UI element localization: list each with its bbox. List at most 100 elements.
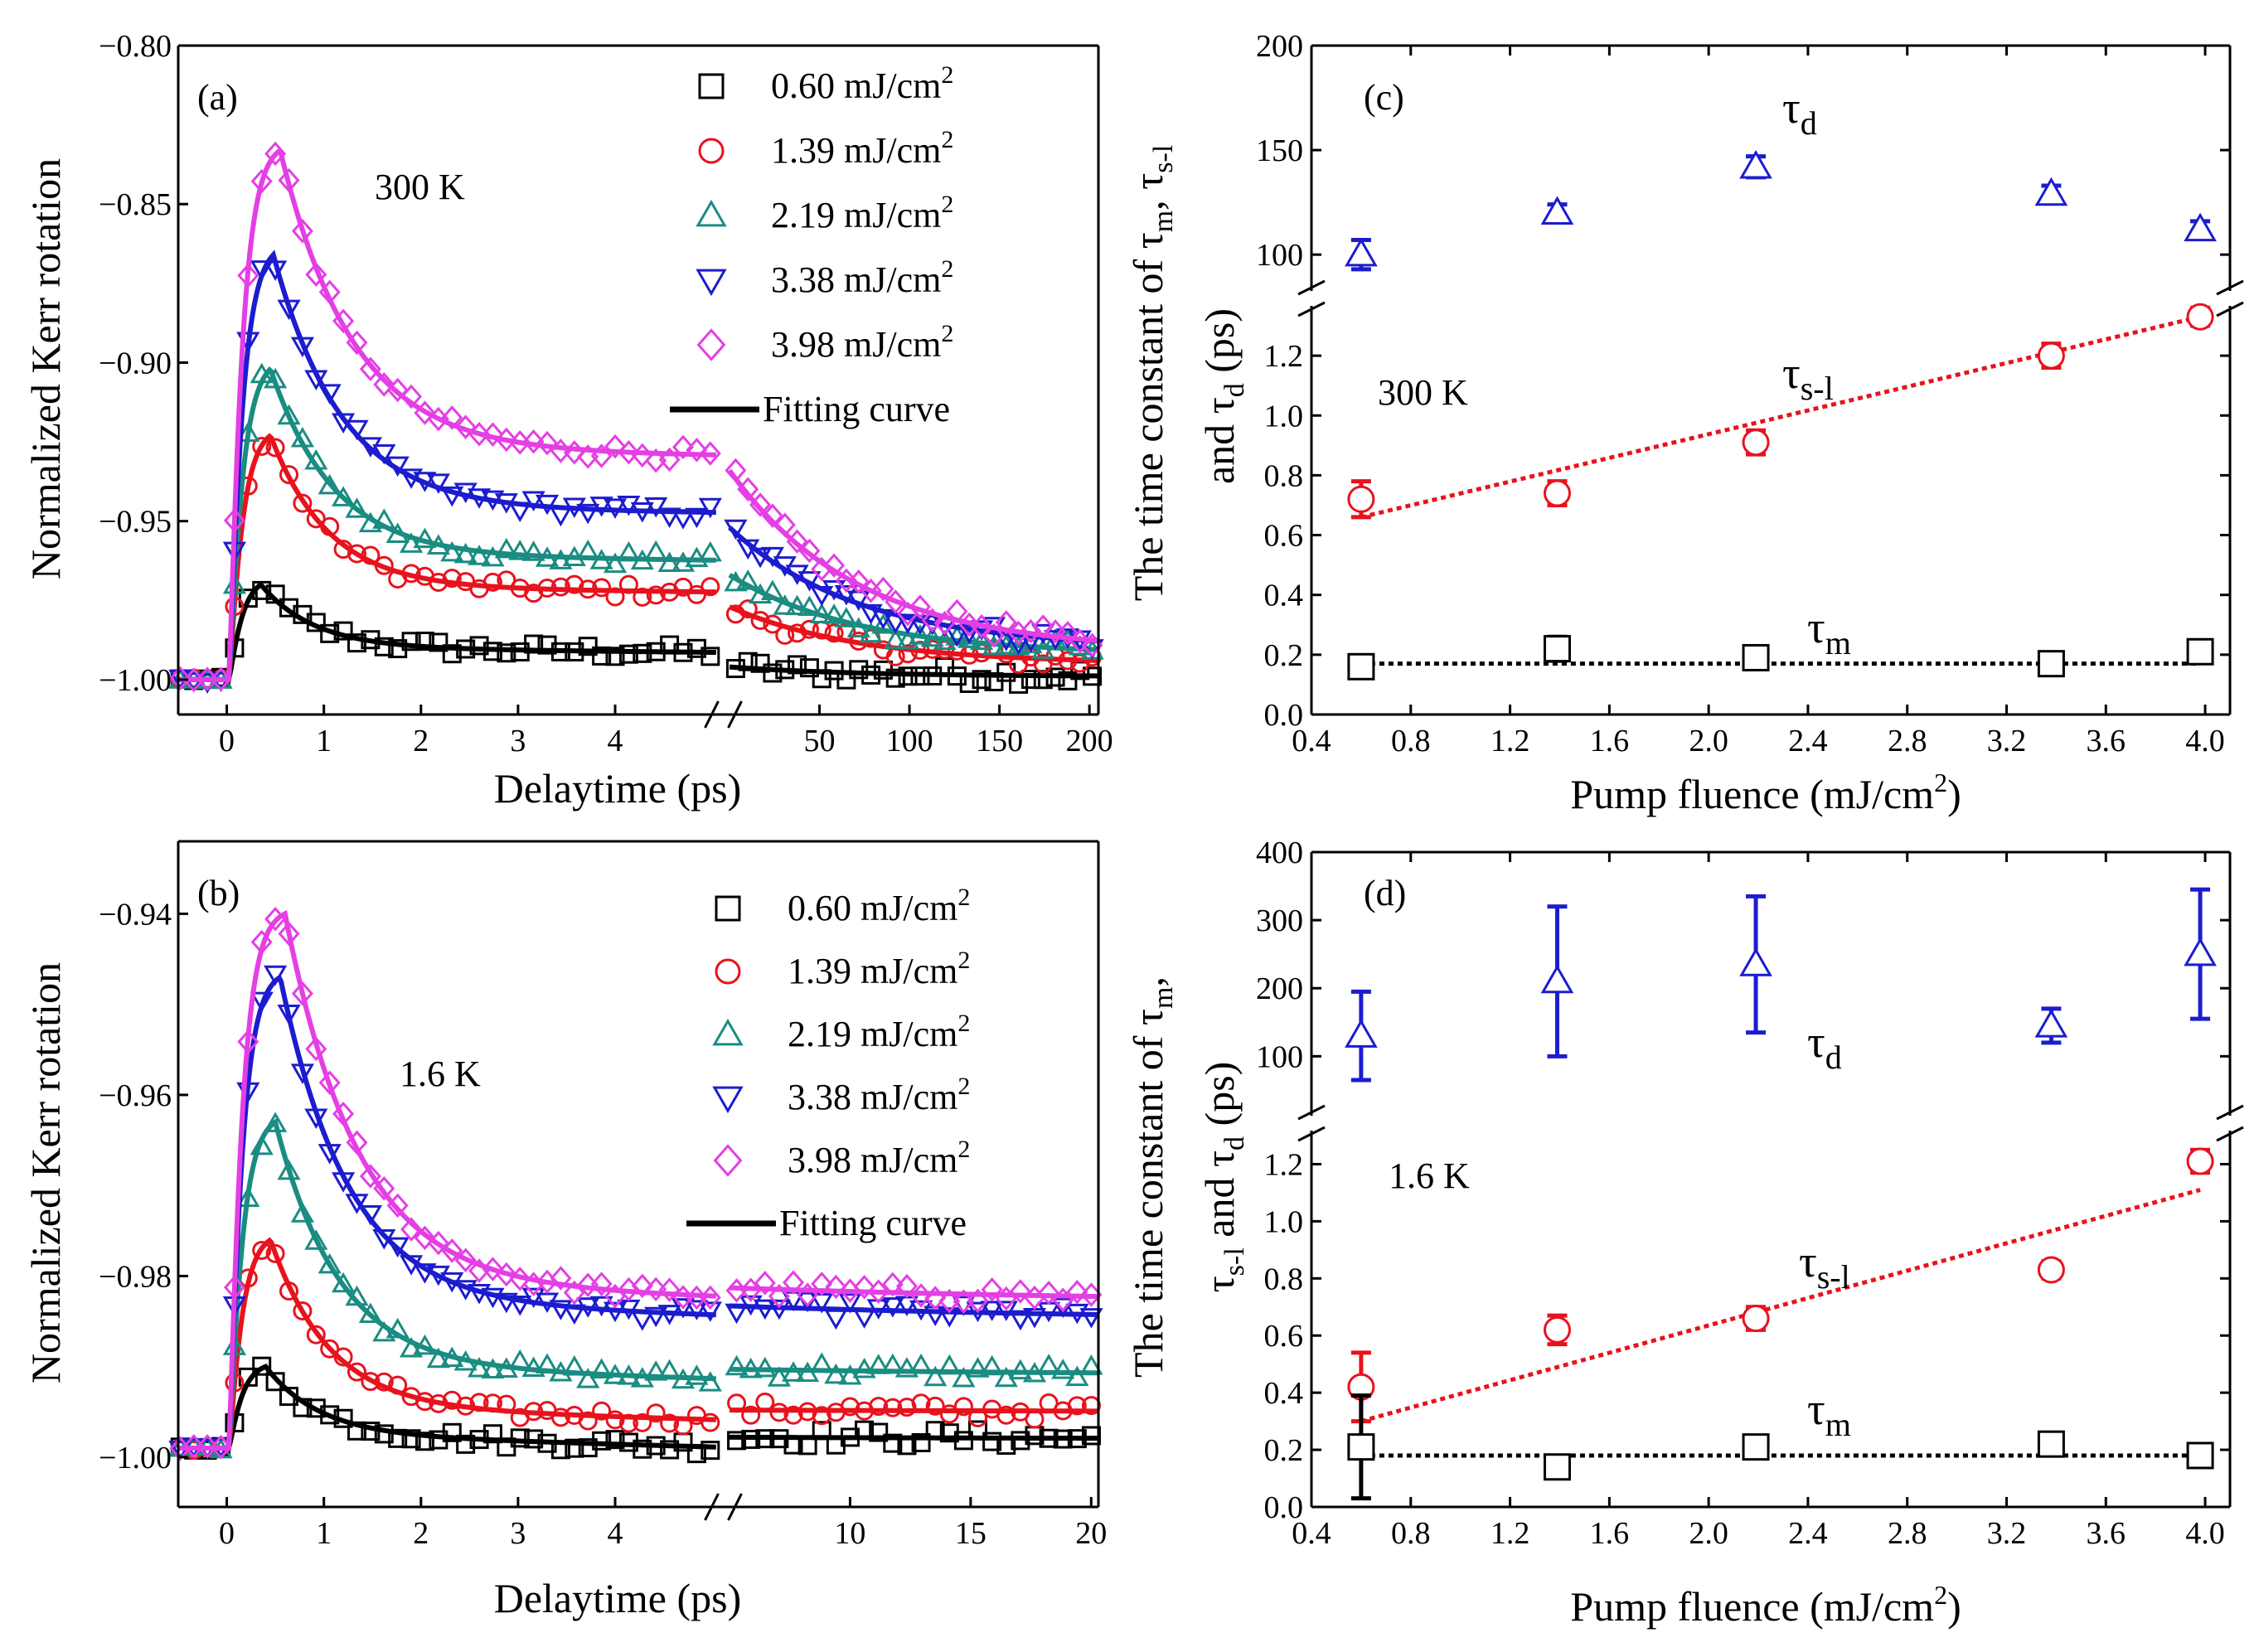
data-point-black xyxy=(524,634,544,654)
data-point-magenta xyxy=(536,430,559,456)
data-point-red xyxy=(2037,1256,2065,1284)
data-point-black xyxy=(982,1432,1002,1451)
data-point-black xyxy=(996,1436,1016,1456)
data-point-magenta xyxy=(318,1070,341,1095)
data-point-red xyxy=(1543,479,1571,507)
data-point-magenta xyxy=(1066,1279,1088,1305)
data-point-blue xyxy=(413,1263,437,1284)
data-point-blue xyxy=(657,507,681,528)
data-point-black xyxy=(605,647,625,666)
data-point-teal xyxy=(1037,1354,1061,1374)
data-point-magenta xyxy=(250,168,273,194)
x-tick-label: 4.0 xyxy=(2185,1516,2225,1551)
data-point-red xyxy=(592,1401,612,1421)
data-point-teal xyxy=(413,527,437,549)
legend-marker-red xyxy=(698,138,725,164)
data-point-magenta xyxy=(823,553,846,578)
panel-d-ylabel: The time constant of τm, xyxy=(1125,976,1179,1378)
data-point-black xyxy=(414,1432,434,1451)
data-point-teal xyxy=(685,1364,709,1385)
data-point-blue xyxy=(250,991,274,1013)
data-point-blue xyxy=(576,503,600,525)
data-point-blue xyxy=(277,1004,301,1025)
x-tick-label: 3 xyxy=(510,1516,526,1551)
data-point-red xyxy=(279,1281,299,1301)
data-point-black xyxy=(1045,667,1065,687)
data-point-magenta xyxy=(359,356,381,381)
data-point-magenta xyxy=(332,1102,355,1126)
data-point-teal xyxy=(982,634,1006,656)
data-point-magenta xyxy=(482,422,504,447)
data-point-teal xyxy=(440,1346,464,1368)
data-point-black xyxy=(700,1441,720,1461)
data-point-black xyxy=(1742,1433,1770,1461)
data-point-teal xyxy=(894,1357,919,1378)
data-point-black xyxy=(861,665,881,685)
data-point-red xyxy=(374,555,394,575)
data-point-red xyxy=(953,1397,973,1417)
y-tick-label: −0.90 xyxy=(99,346,172,380)
data-point-black xyxy=(320,623,340,643)
data-point-blue xyxy=(440,486,464,507)
data-point-teal xyxy=(453,542,477,564)
data-point-teal xyxy=(358,1302,382,1323)
data-point-black xyxy=(497,643,516,663)
data-point-blue xyxy=(481,490,505,511)
data-point-blue xyxy=(521,491,545,512)
data-point-blue xyxy=(318,384,342,405)
data-point-red xyxy=(469,1393,489,1412)
data-point-black xyxy=(727,1431,747,1451)
data-point-black xyxy=(910,666,930,686)
panel-b-legend: 0.60 mJ/cm2 1.39 mJ/cm2 2.19 mJ/cm2 3.38 mJ… xyxy=(686,884,970,1243)
data-point-blue xyxy=(657,1305,681,1325)
data-point-teal xyxy=(562,1355,586,1376)
data-point-magenta xyxy=(264,906,287,932)
data-point-red xyxy=(883,1398,903,1417)
legend-marker-black xyxy=(715,895,741,922)
data-point-magenta xyxy=(454,1247,477,1273)
x-tick-label: 50 xyxy=(804,724,836,758)
data-point-magenta xyxy=(359,1164,381,1189)
y-tick-label: 1.2 xyxy=(1264,339,1304,374)
data-point-red xyxy=(2186,303,2214,331)
data-point-black xyxy=(1543,1453,1571,1481)
data-point-teal xyxy=(332,1272,356,1293)
x-tick-label: 1 xyxy=(316,1516,332,1551)
data-point-red xyxy=(727,1393,747,1413)
panel-c-yticks: 0.0 0.2 0.4 0.6 0.8 1.0 1.2 100 150 200 xyxy=(1256,29,2230,733)
data-point-blue xyxy=(945,627,969,647)
y-tick-label: −1.00 xyxy=(99,1441,172,1475)
data-point-black xyxy=(510,1428,530,1448)
data-point-black xyxy=(775,660,795,680)
x-tick-label: 1.6 xyxy=(1590,724,1630,758)
data-point-magenta xyxy=(761,503,783,528)
data-point-teal xyxy=(957,627,982,648)
data-point-black xyxy=(361,1422,381,1441)
y-tick-label: 0.4 xyxy=(1264,579,1304,613)
data-point-teal xyxy=(866,1354,890,1374)
data-point-blue xyxy=(603,498,628,519)
data-point-magenta xyxy=(196,1434,219,1459)
data-point-magenta xyxy=(169,666,191,691)
data-point-teal xyxy=(290,427,315,448)
data-point-black xyxy=(738,652,758,671)
legend-fit-label: Fitting curve xyxy=(779,1203,967,1243)
data-point-blue xyxy=(909,1300,933,1321)
data-point-teal xyxy=(671,1368,696,1389)
x-tick-label: 10 xyxy=(834,1516,865,1551)
data-point-blue xyxy=(562,1304,586,1325)
data-point-teal xyxy=(576,1368,600,1388)
data-point-magenta xyxy=(305,1036,327,1062)
data-point-blue xyxy=(332,1172,356,1193)
panel-b-label: (b) xyxy=(197,873,240,913)
x-tick-label: 3.2 xyxy=(1987,1516,2027,1551)
data-point-magenta xyxy=(278,921,300,947)
data-point-blue xyxy=(508,1296,532,1316)
y-tick-label: −1.00 xyxy=(99,663,172,698)
data-point-black xyxy=(279,1387,299,1407)
data-point-teal xyxy=(725,1354,749,1376)
data-point-red xyxy=(497,1394,516,1414)
data-point-blue xyxy=(304,370,328,391)
y-tick-label: 1.2 xyxy=(1264,1147,1304,1182)
data-point-teal xyxy=(1051,1359,1075,1379)
